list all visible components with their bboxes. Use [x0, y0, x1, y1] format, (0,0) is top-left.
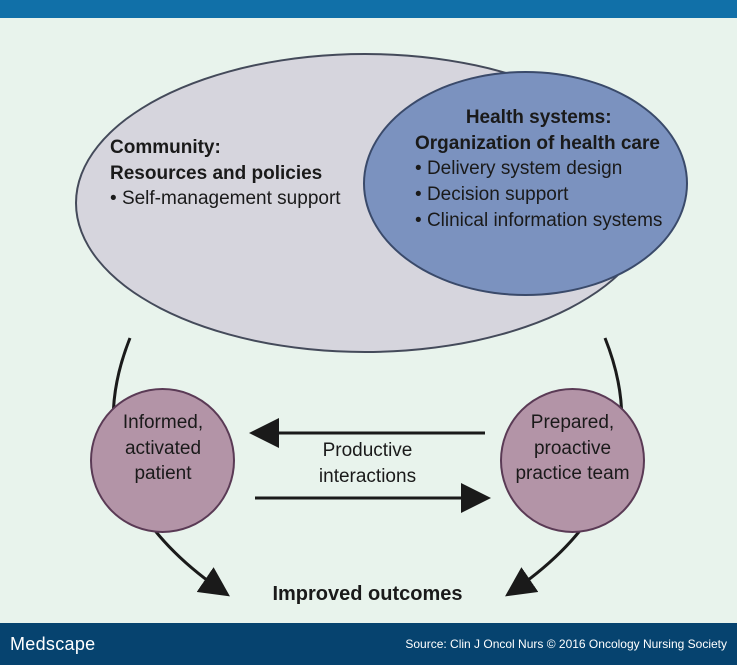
team-line: practice team	[510, 461, 635, 487]
health-bullet: Delivery system design	[415, 156, 662, 182]
footer-bar: Medscape Source: Clin J Oncol Nurs © 201…	[0, 623, 737, 665]
interactions-line: interactions	[300, 464, 435, 490]
community-bullets: Self-management support	[110, 186, 341, 212]
team-line: proactive	[510, 436, 635, 462]
footer-brand: Medscape	[10, 634, 95, 655]
community-title-2: Resources and policies	[110, 161, 341, 187]
patient-line: patient	[98, 461, 228, 487]
outcomes-text: Improved outcomes	[250, 581, 485, 608]
interactions-text: Productive interactions	[300, 438, 435, 489]
top-bar	[0, 0, 737, 18]
patient-line: Informed,	[98, 410, 228, 436]
team-line: Prepared,	[510, 410, 635, 436]
patient-line: activated	[98, 436, 228, 462]
health-bullets: Delivery system design Decision support …	[415, 156, 662, 233]
interactions-line: Productive	[300, 438, 435, 464]
health-title-1: Health systems:	[415, 105, 662, 131]
patient-text: Informed, activated patient	[98, 410, 228, 487]
health-bullet: Clinical information systems	[415, 208, 662, 234]
health-text: Health systems: Organization of health c…	[415, 105, 662, 233]
team-text: Prepared, proactive practice team	[510, 410, 635, 487]
community-bullet: Self-management support	[110, 186, 341, 212]
community-title-1: Community:	[110, 135, 341, 161]
footer-source: Source: Clin J Oncol Nurs © 2016 Oncolog…	[405, 637, 727, 651]
community-text: Community: Resources and policies Self-m…	[110, 135, 341, 212]
diagram-area: Community: Resources and policies Self-m…	[0, 18, 737, 623]
health-bullet: Decision support	[415, 182, 662, 208]
health-title-2: Organization of health care	[415, 131, 662, 157]
